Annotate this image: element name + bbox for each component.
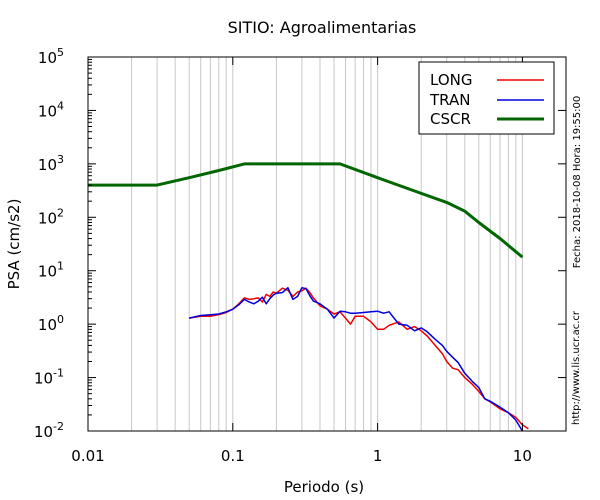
date-time-stamp: Fecha: 2018-10-08 Hora: 19:55:00 (572, 96, 583, 269)
y-tick-label: 102 (38, 206, 64, 227)
chart-title: SITIO: Agroalimentarias (228, 18, 417, 37)
series-line-tran (189, 286, 524, 432)
y-tick-label: 103 (38, 153, 64, 174)
y-axis-label: PSA (cm/s2) (5, 199, 23, 290)
series-line-cscr (88, 162, 524, 259)
y-tick-label: 100 (38, 313, 64, 334)
x-tick-label: 10 (513, 447, 532, 465)
y-tick-label: 10-2 (34, 420, 64, 441)
legend-label-tran: TRAN (429, 91, 470, 109)
legend-label-cscr: CSCR (430, 110, 471, 128)
x-axis-label: Periodo (s) (284, 478, 364, 496)
legend-box (418, 61, 555, 135)
y-tick-label: 10-1 (34, 367, 64, 388)
x-tick-label: 1 (373, 447, 383, 465)
axis-ticks: 0.01 0.1 1 10 105 104 103 102 101 100 10-1 10-2 (34, 46, 566, 465)
series-curves (88, 162, 529, 432)
x-tick-label: 0.1 (221, 447, 245, 465)
y-tick-label: 104 (38, 99, 64, 120)
x-tick-label: 0.01 (71, 447, 104, 465)
y-tick-label: 105 (38, 46, 64, 67)
legend: LONG TRAN CSCR (418, 61, 555, 135)
website-url: http://www.lis.ucr.ac.cr (571, 310, 582, 425)
legend-label-long: LONG (430, 71, 472, 89)
plot-frame (87, 56, 567, 432)
series-line-long (189, 287, 529, 430)
y-tick-label: 101 (38, 260, 64, 281)
